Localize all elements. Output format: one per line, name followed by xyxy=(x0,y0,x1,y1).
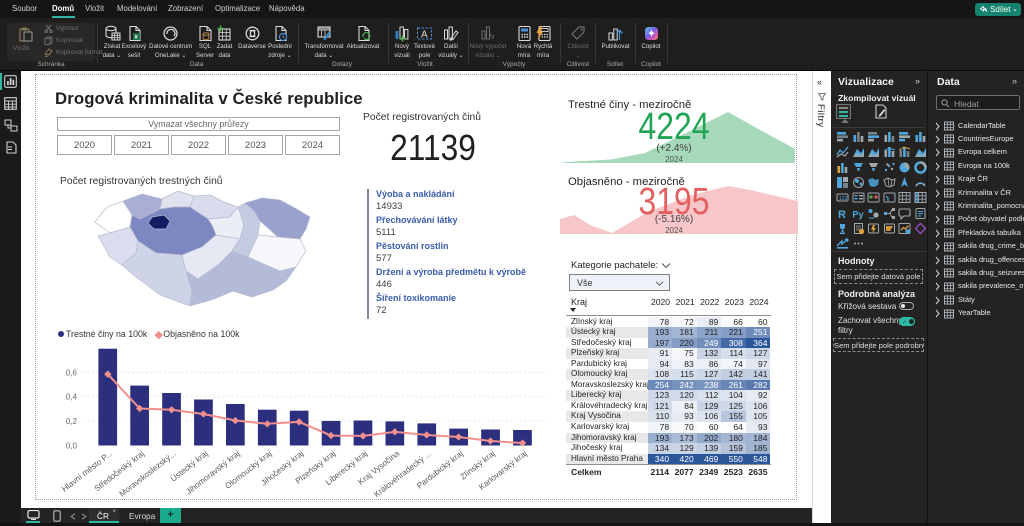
svg-text:0,2: 0,2 xyxy=(66,417,78,426)
svg-text:0,0: 0,0 xyxy=(66,442,78,451)
svg-text:0,6: 0,6 xyxy=(66,369,78,378)
svg-text:Královéhradecký ...: Královéhradecký ... xyxy=(372,449,433,499)
svg-text:Moravskoslezský...: Moravskoslezský... xyxy=(118,449,178,499)
svg-text:x: x xyxy=(134,35,138,41)
svg-text:R: R xyxy=(838,209,846,220)
svg-text:A: A xyxy=(421,30,428,41)
svg-text:fx: fx xyxy=(489,34,495,41)
svg-text:123: 123 xyxy=(839,196,848,202)
svg-text:Jihomoravský kraj: Jihomoravský kraj xyxy=(184,449,241,497)
svg-text:Py: Py xyxy=(852,209,863,219)
svg-text:0,4: 0,4 xyxy=(66,393,78,402)
